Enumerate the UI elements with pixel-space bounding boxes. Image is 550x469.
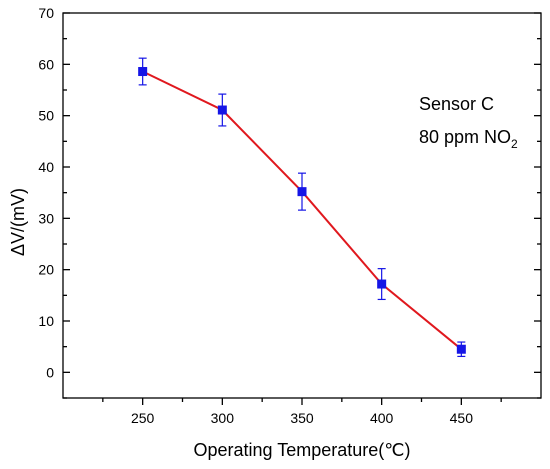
annotation-concentration-subscript: 2 — [511, 137, 518, 151]
x-tick-label: 450 — [450, 410, 474, 426]
data-point — [297, 187, 307, 197]
annotation-sensor: Sensor C — [419, 94, 494, 114]
x-tick-label: 400 — [370, 410, 394, 426]
y-tick-label: 70 — [38, 5, 54, 21]
x-axis: 250 300 350 400 450 — [102, 398, 502, 426]
y-tick-label: 20 — [38, 262, 54, 278]
y-tick-label: 10 — [38, 313, 54, 329]
series-layer — [138, 57, 466, 358]
x-axis-label: Operating Temperature(℃) — [194, 440, 411, 460]
x-tick-label: 300 — [211, 410, 235, 426]
y-axis: 0 10 20 30 40 50 60 70 — [38, 5, 541, 399]
annotation-concentration: 80 ppm NO2 — [419, 127, 518, 151]
data-point — [138, 67, 148, 77]
x-tick-label: 350 — [290, 410, 314, 426]
x-tick-label: 250 — [131, 410, 155, 426]
data-point — [377, 279, 387, 289]
data-point — [217, 105, 227, 115]
data-point — [456, 344, 466, 354]
y-tick-label: 30 — [38, 210, 54, 226]
y-tick-label: 40 — [38, 159, 54, 175]
y-axis-label: ΔV/(mV) — [8, 188, 28, 256]
y-tick-label: 0 — [46, 364, 54, 380]
y-tick-label: 50 — [38, 108, 54, 124]
y-tick-label: 60 — [38, 56, 54, 72]
annotation-concentration-main: 80 ppm NO — [419, 127, 511, 147]
